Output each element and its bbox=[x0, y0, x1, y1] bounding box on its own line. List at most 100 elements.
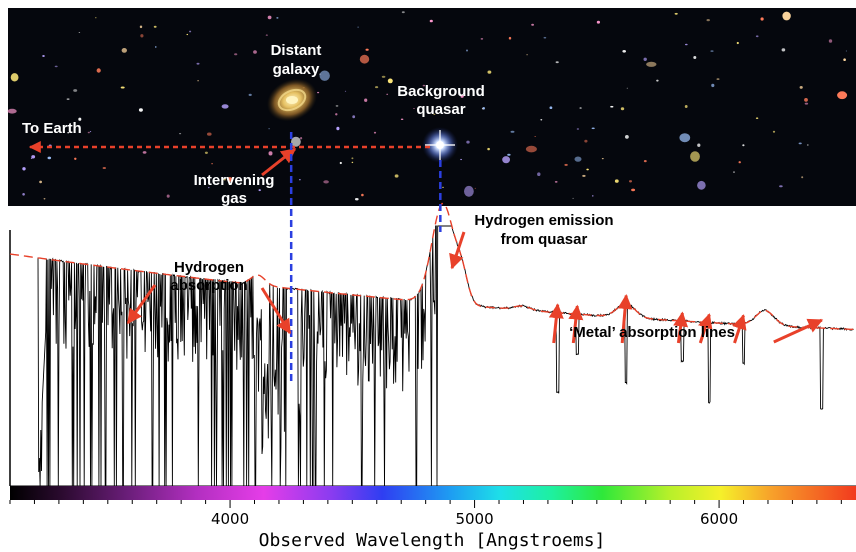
field-galaxy bbox=[643, 57, 647, 61]
field-galaxy bbox=[610, 105, 614, 108]
field-galaxy bbox=[782, 11, 791, 21]
field-galaxy bbox=[549, 106, 553, 109]
field-galaxy bbox=[697, 180, 706, 190]
field-galaxy bbox=[755, 35, 759, 38]
field-galaxy bbox=[22, 193, 25, 196]
field-galaxy bbox=[234, 53, 238, 56]
field-galaxy bbox=[78, 32, 81, 33]
field-galaxy bbox=[697, 143, 701, 147]
field-galaxy bbox=[89, 131, 92, 133]
field-galaxy bbox=[31, 155, 36, 159]
h-absorption-arrow-right bbox=[260, 287, 292, 335]
wavelength-color-bar bbox=[10, 486, 856, 500]
metal-line-arrow bbox=[673, 311, 689, 344]
field-galaxy bbox=[387, 78, 393, 84]
field-galaxy bbox=[153, 25, 157, 28]
x-axis-label: Observed Wavelength [Angstroems] bbox=[259, 530, 606, 551]
field-galaxy bbox=[155, 46, 157, 48]
field-galaxy bbox=[208, 186, 210, 189]
field-galaxy bbox=[54, 65, 58, 68]
x-tick-label: 5000 bbox=[455, 510, 493, 528]
field-galaxy bbox=[433, 113, 436, 115]
field-galaxy bbox=[299, 179, 301, 181]
field-galaxy bbox=[265, 34, 268, 36]
field-galaxy bbox=[375, 86, 379, 89]
x-tick-label: 6000 bbox=[700, 510, 738, 528]
field-galaxy bbox=[466, 140, 470, 144]
continuum-fit-line bbox=[9, 202, 856, 331]
field-galaxy bbox=[87, 131, 90, 134]
metal-line-arrow bbox=[617, 294, 633, 344]
field-galaxy bbox=[531, 23, 534, 26]
field-galaxy bbox=[837, 91, 848, 100]
field-galaxy bbox=[335, 105, 339, 107]
h-absorption-arrow-left bbox=[126, 284, 157, 325]
field-galaxy bbox=[339, 161, 342, 165]
field-galaxy bbox=[629, 180, 632, 183]
field-galaxy bbox=[268, 151, 273, 156]
field-galaxy bbox=[179, 133, 182, 135]
label-hydrogen-absorption-1: Hydrogen bbox=[174, 259, 244, 276]
field-galaxy bbox=[166, 194, 170, 198]
field-galaxy bbox=[592, 195, 594, 197]
field-galaxy bbox=[121, 48, 128, 53]
field-galaxy bbox=[502, 156, 510, 164]
field-galaxy bbox=[142, 151, 147, 154]
field-galaxy bbox=[684, 105, 688, 108]
field-galaxy bbox=[323, 180, 329, 184]
field-galaxy bbox=[464, 185, 474, 197]
field-galaxy bbox=[586, 168, 589, 171]
metal-line-arrows bbox=[548, 294, 824, 344]
background-galaxies bbox=[7, 11, 848, 201]
field-galaxy bbox=[482, 107, 486, 110]
field-galaxy bbox=[706, 19, 710, 22]
field-galaxy bbox=[804, 102, 809, 105]
field-galaxy bbox=[73, 89, 78, 92]
field-galaxy bbox=[364, 98, 368, 102]
field-galaxy bbox=[684, 43, 688, 46]
field-galaxy bbox=[579, 107, 582, 109]
field-galaxy bbox=[276, 17, 279, 19]
field-galaxy bbox=[227, 177, 233, 182]
field-galaxy bbox=[138, 108, 143, 112]
field-galaxy bbox=[596, 20, 601, 24]
metal-line-arrow bbox=[548, 303, 564, 344]
field-galaxy bbox=[196, 62, 200, 65]
field-galaxy bbox=[351, 157, 354, 160]
field-galaxy bbox=[510, 130, 515, 133]
field-galaxy bbox=[197, 80, 199, 82]
spectrum-plot: Hydrogen absorption Hydrogen emission fr… bbox=[9, 132, 856, 551]
field-galaxy bbox=[798, 142, 802, 145]
field-galaxy bbox=[614, 179, 619, 183]
distant-galaxy-image bbox=[266, 78, 318, 122]
label-hydrogen-emission-1: Hydrogen emission bbox=[474, 212, 613, 229]
field-galaxy bbox=[631, 188, 636, 192]
label-distant-galaxy-1: Distant bbox=[271, 42, 322, 59]
field-galaxy bbox=[779, 185, 783, 188]
field-galaxy bbox=[480, 38, 484, 40]
field-galaxy bbox=[300, 137, 303, 140]
field-galaxy bbox=[733, 171, 735, 173]
annotation-arrows bbox=[126, 231, 466, 335]
field-galaxy bbox=[140, 34, 144, 38]
label-intervening-gas-2: gas bbox=[221, 190, 247, 207]
field-galaxy bbox=[738, 161, 741, 164]
field-galaxy bbox=[534, 136, 537, 137]
field-galaxy bbox=[355, 198, 359, 201]
field-galaxy bbox=[804, 98, 808, 102]
field-galaxy bbox=[772, 130, 776, 133]
field-galaxy bbox=[622, 50, 626, 53]
metal-line-arrow bbox=[773, 318, 824, 344]
label-metal-lines: ‘Metal’ absorption lines bbox=[569, 324, 735, 341]
field-galaxy bbox=[248, 93, 252, 96]
field-galaxy bbox=[460, 94, 464, 98]
label-background-quasar-1: Background bbox=[397, 83, 485, 100]
field-galaxy bbox=[351, 161, 354, 164]
field-galaxy bbox=[186, 33, 189, 36]
field-galaxy bbox=[584, 139, 588, 143]
field-galaxy bbox=[67, 132, 70, 134]
field-galaxy bbox=[572, 197, 574, 199]
field-galaxy bbox=[799, 86, 803, 89]
field-galaxy bbox=[422, 84, 426, 87]
field-galaxy bbox=[400, 118, 404, 121]
